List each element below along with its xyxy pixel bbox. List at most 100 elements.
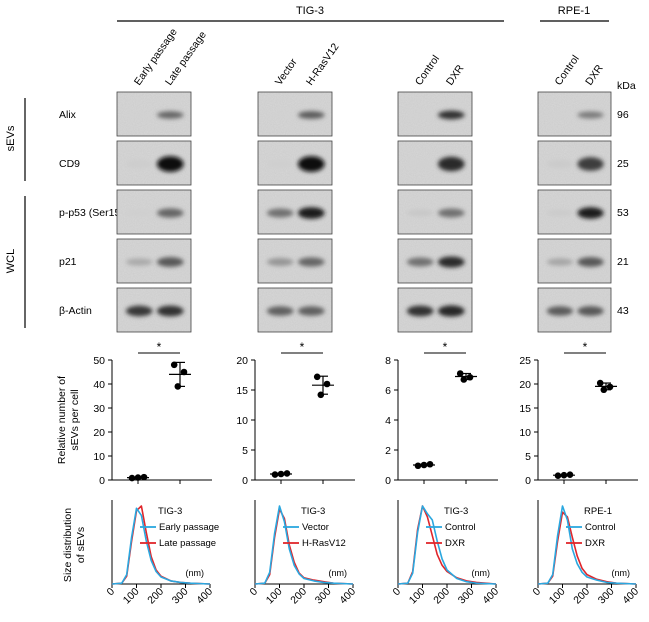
blot-panel xyxy=(397,238,473,284)
sev-number-plot: 0 10 20 30 40 50 * xyxy=(93,340,212,487)
size-curve xyxy=(254,505,354,585)
y-tick-label: 15 xyxy=(236,385,248,397)
size-distribution-plot: 0 100 200 300 400 (nm) RPE-1 Control DXR xyxy=(531,500,641,607)
lane-label: H-RasV12 xyxy=(304,41,342,88)
x-unit-label: (nm) xyxy=(472,568,491,578)
y-tick-label: 20 xyxy=(236,355,248,367)
legend-label: Vector xyxy=(302,522,329,533)
blot-band xyxy=(266,159,294,169)
lane-label: Control xyxy=(553,53,582,88)
blot-band xyxy=(266,208,294,218)
blot-band xyxy=(577,111,604,119)
x-tick-label: 0 xyxy=(248,586,261,599)
kda-value: 21 xyxy=(617,256,629,268)
size-distribution-plot: 0 100 200 300 400 (nm) TIG-3 Vector H-RasV12 xyxy=(248,500,358,607)
blot-band xyxy=(577,306,604,316)
blot-band xyxy=(125,159,153,169)
blot-panel xyxy=(257,287,333,333)
significance-star: * xyxy=(157,340,162,354)
blot-band xyxy=(156,208,184,218)
blot-band xyxy=(406,159,434,169)
blot-panel xyxy=(397,91,473,137)
blot-band xyxy=(546,306,574,316)
blot-band xyxy=(577,207,604,219)
blot-panel xyxy=(116,91,192,137)
blot-panel xyxy=(537,91,612,137)
x-unit-label: (nm) xyxy=(186,568,205,578)
x-tick-label: 200 xyxy=(145,586,166,607)
size-curve xyxy=(111,507,211,585)
blot-panel xyxy=(537,189,612,235)
blot-band xyxy=(437,305,465,317)
blot-band xyxy=(297,306,325,316)
x-tick-label: 300 xyxy=(170,586,191,607)
y-axis-title: Size distributionof sEVs xyxy=(62,508,87,582)
y-tick-label: 0 xyxy=(99,475,105,487)
kda-label: kDa xyxy=(617,80,636,92)
blot-band xyxy=(577,157,604,171)
blot-band xyxy=(125,305,153,317)
blot-band xyxy=(406,305,434,317)
legend-label: DXR xyxy=(585,538,605,549)
y-tick-label: 30 xyxy=(93,403,105,415)
legend-label: Late passage xyxy=(159,538,216,549)
data-point xyxy=(323,380,331,388)
blot-band xyxy=(437,256,465,268)
x-tick-label: 400 xyxy=(337,586,358,607)
blot-panel xyxy=(116,238,192,284)
x-tick-label: 0 xyxy=(105,586,118,599)
y-tick-label: 8 xyxy=(385,355,391,367)
blot-band xyxy=(125,112,153,118)
significance-star: * xyxy=(300,340,305,354)
blot-band xyxy=(437,156,465,172)
blot-band xyxy=(437,110,465,120)
plot-title: TIG-3 xyxy=(158,506,182,517)
blot-band xyxy=(297,156,325,172)
blot-band xyxy=(546,159,574,169)
x-tick-label: 100 xyxy=(264,586,285,607)
lane-label: DXR xyxy=(444,62,467,87)
x-tick-label: 400 xyxy=(480,586,501,607)
sev-number-plot: 0 2 4 6 8 * xyxy=(385,340,498,487)
blot-panel xyxy=(257,189,333,235)
blot-band xyxy=(266,306,294,316)
y-tick-label: 40 xyxy=(93,379,105,391)
x-tick-label: 300 xyxy=(313,586,334,607)
x-tick-label: 200 xyxy=(431,586,452,607)
group-label-wcl: WCL xyxy=(5,249,17,273)
blot-band xyxy=(406,209,434,217)
x-tick-label: 0 xyxy=(531,586,544,599)
blot-band xyxy=(437,208,465,218)
plot-title: TIG-3 xyxy=(444,506,468,517)
data-point xyxy=(170,361,178,369)
lane-label: Control xyxy=(413,53,442,88)
blot-band xyxy=(297,257,325,267)
blot-band xyxy=(546,209,574,217)
sev-number-plots: 0 10 20 30 40 50 * 0 5 10 15 20 * 0 2 4 6 8 * 0 5 10 15 20 25 * Re… xyxy=(56,340,638,487)
y-tick-label: 20 xyxy=(93,427,105,439)
size-curve xyxy=(537,505,637,585)
x-tick-label: 400 xyxy=(194,586,215,607)
kda-value: 25 xyxy=(617,158,629,170)
y-tick-label: 5 xyxy=(242,445,248,457)
kda-value: 96 xyxy=(617,109,629,121)
western-blots: Alix 96 CD9 25 p-p53 (Ser15) 53 p21 21 β-Actin 43 xyxy=(59,91,629,333)
blot-panel xyxy=(257,91,333,137)
group-labels: sEVs WCL xyxy=(5,98,26,328)
x-unit-label: (nm) xyxy=(329,568,348,578)
y-tick-label: 10 xyxy=(519,427,531,439)
protein-label: CD9 xyxy=(59,158,80,170)
y-tick-label: 6 xyxy=(385,385,391,397)
protein-label: β-Actin xyxy=(59,305,92,317)
y-tick-label: 20 xyxy=(519,379,531,391)
blot-panel xyxy=(257,238,333,284)
blot-band xyxy=(297,207,325,219)
plot-title: RPE-1 xyxy=(584,506,612,517)
blot-panel xyxy=(537,140,612,186)
x-tick-label: 100 xyxy=(407,586,428,607)
y-tick-label: 0 xyxy=(525,475,531,487)
y-axis-title: Relative number ofsEVs per cell xyxy=(56,376,81,464)
protein-label: Alix xyxy=(59,109,77,121)
